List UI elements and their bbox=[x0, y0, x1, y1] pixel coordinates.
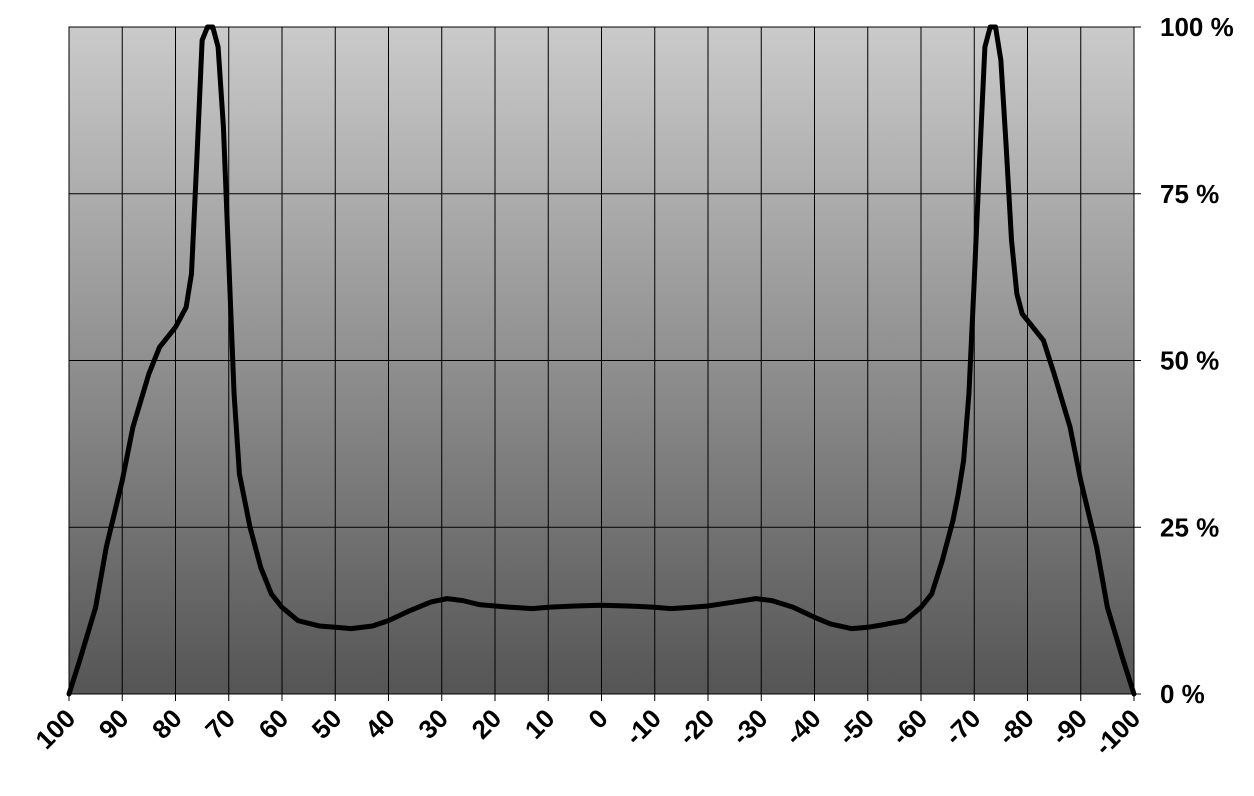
x-tick-label: -10 bbox=[619, 703, 667, 751]
x-tick-label: 40 bbox=[359, 703, 401, 745]
x-tick-label: -100 bbox=[1088, 703, 1146, 761]
x-tick-label: -60 bbox=[885, 703, 933, 751]
y-tick-label: 25 % bbox=[1160, 512, 1219, 542]
x-tick-label: -20 bbox=[672, 703, 720, 751]
x-tick-label: 100 bbox=[29, 703, 81, 755]
x-tick-label: 10 bbox=[519, 703, 561, 745]
x-tick-label: -70 bbox=[939, 703, 987, 751]
x-tick-label: 50 bbox=[306, 703, 348, 745]
x-tick-label: -40 bbox=[779, 703, 827, 751]
x-tick-label: 60 bbox=[253, 703, 295, 745]
x-tick-label: 80 bbox=[146, 703, 188, 745]
data-line bbox=[66, 24, 1137, 697]
x-tick-label: 90 bbox=[93, 703, 135, 745]
y-tick-label: 50 % bbox=[1160, 346, 1219, 376]
x-tick-label: -50 bbox=[832, 703, 880, 751]
x-tick-label: 30 bbox=[412, 703, 454, 745]
y-tick-label: 75 % bbox=[1160, 179, 1219, 209]
y-tick-label: 0 % bbox=[1160, 679, 1205, 709]
x-tick-label: -80 bbox=[992, 703, 1040, 751]
x-tick-label: -90 bbox=[1045, 703, 1093, 751]
y-tick-label: 100 % bbox=[1160, 12, 1234, 42]
x-tick-label: 0 bbox=[582, 703, 613, 734]
plot-border bbox=[68, 26, 1135, 695]
x-tick-label: -30 bbox=[726, 703, 774, 751]
x-tick-label: 20 bbox=[466, 703, 508, 745]
x-tick-label: 70 bbox=[199, 703, 241, 745]
